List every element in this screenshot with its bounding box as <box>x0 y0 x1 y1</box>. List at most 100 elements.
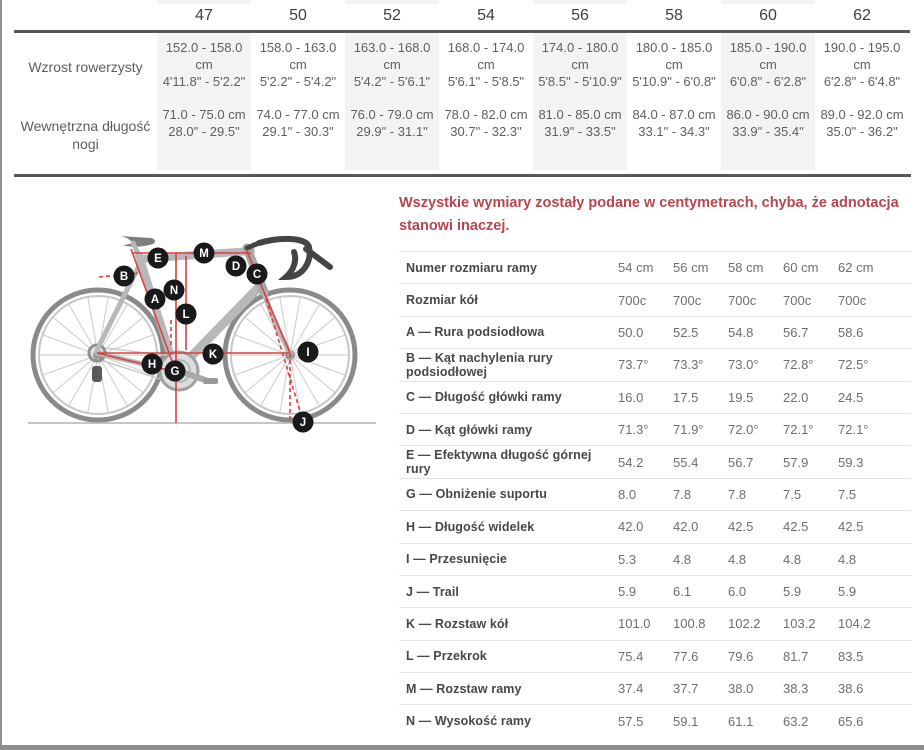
fork-line <box>263 291 291 354</box>
geometry-row-value: 57.5 <box>618 713 644 729</box>
fit-cell-line: 5'6.1" - 5'8.5" <box>447 74 525 89</box>
geometry-table: Numer rozmiaru ramy 54 cm 56 cm 58 cm 60 cm 6… <box>399 251 911 737</box>
fit-cell-line: 190.0 - 195.0 <box>823 40 901 55</box>
seat-tube-line <box>130 248 177 373</box>
fit-table-row: Wewnętrzna długość nogi 71.0 - 75.0 cm 28.… <box>14 100 910 170</box>
handlebar <box>256 235 313 281</box>
geometry-row-value: 6.1 <box>673 584 692 600</box>
chainstay-line <box>96 352 177 373</box>
size-column-header: 50 <box>289 7 307 24</box>
fit-cell-line: 28.0" - 29.5" <box>168 124 240 139</box>
fit-cell-line: cm <box>289 57 307 72</box>
fit-cell-line: 29.9" - 31.1" <box>356 124 428 139</box>
diagram-label-M: M <box>193 242 215 264</box>
geometry-row-value: 73.7° <box>618 357 649 373</box>
diagram-label-N: N <box>163 279 185 301</box>
geometry-row-label: J — Trail <box>406 584 460 599</box>
bike-geometry-diagram: A B C D E G H I J K L M N <box>0 185 392 465</box>
svg-text:G: G <box>171 366 180 378</box>
fit-cell-line: 163.0 - 168.0 <box>353 40 431 55</box>
fit-cell-line: 71.0 - 75.0 cm <box>162 107 246 122</box>
fit-cell-line: 74.0 - 77.0 cm <box>256 107 340 122</box>
geometry-row-value: 101.0 <box>618 616 651 632</box>
rider-fit-table: 47 50 52 54 56 58 60 62 Wzrost rowerzysty 152.0 … <box>14 0 910 170</box>
fit-cell-line: cm <box>477 57 495 72</box>
fit-cell-line: 5'4.2" - 5'6.1" <box>353 74 431 89</box>
geometry-row-label: C — Długość główki ramy <box>406 390 562 405</box>
geometry-row-value: 7.8 <box>728 486 747 502</box>
page-left-border <box>0 0 2 750</box>
geometry-row-value: 5.3 <box>618 551 637 567</box>
fit-cell-line: 81.0 - 85.0 cm <box>538 107 622 122</box>
geometry-row: C — Długość główki ramy 16.0 17.5 19.5 22.0 2… <box>399 380 911 413</box>
geometry-row-value: 54.2 <box>618 454 644 470</box>
saddle <box>120 236 156 247</box>
geometry-row-label: M — Rozstaw ramy <box>406 681 522 696</box>
svg-text:L: L <box>182 309 189 321</box>
rear-spokes <box>40 297 156 413</box>
geometry-row: D — Kąt główki ramy 71.3° 71.9° 72.0° 72.1° 7… <box>399 412 911 445</box>
geometry-row-value: 73.3° <box>673 357 704 373</box>
geometry-row-value: 72.0° <box>728 422 759 438</box>
diagram-label-D: D <box>225 255 247 277</box>
fit-cell-line: 152.0 - 158.0 <box>165 40 243 55</box>
geometry-row-value: 4.8 <box>783 551 802 567</box>
geometry-row-value: 38.0 <box>728 681 754 697</box>
geometry-row: G — Obniżenie suportu 8.0 7.8 7.8 7.5 7.5 <box>399 477 911 510</box>
front-spokes <box>232 297 348 413</box>
fit-row-label: Wewnętrzna długość nogi <box>14 100 157 170</box>
geometry-row-value: 5.9 <box>783 584 802 600</box>
geometry-row-value: 58 cm <box>728 260 764 276</box>
geometry-row-value: 60 cm <box>783 260 819 276</box>
svg-text:D: D <box>232 261 240 273</box>
geometry-row-value: 79.6 <box>728 648 754 664</box>
geometry-row-value: 62 cm <box>838 260 874 276</box>
geometry-row-value: 7.8 <box>673 486 692 502</box>
fit-row-label: Wzrost rowerzysty <box>14 33 157 100</box>
geometry-row-value: 6.0 <box>728 584 747 600</box>
fit-cell: 81.0 - 85.0 cm 31.9" - 33.5" <box>533 100 627 170</box>
fit-cell: 71.0 - 75.0 cm 28.0" - 29.5" <box>157 100 251 170</box>
size-column-header: 52 <box>345 0 439 30</box>
bike-diagram-svg: A B C D E G H I J K L M N <box>28 235 376 433</box>
geometry-row-value: 4.8 <box>673 551 692 567</box>
fit-cell-line: cm <box>665 57 683 72</box>
diagram-label-K: K <box>202 343 224 365</box>
geometry-row-value: 4.8 <box>728 551 747 567</box>
geometry-row-value: 71.9° <box>673 422 704 438</box>
diagram-labels: A B C D E G H I J K L M N <box>113 242 319 433</box>
fit-cell-line: 5'8.5" - 5'10.9" <box>538 74 622 89</box>
geometry-row-label: B — Kąt nachylenia rury podsiodłowej <box>406 350 553 379</box>
section-divider <box>14 174 911 177</box>
geometry-row-value: 57.9 <box>783 454 809 470</box>
geometry-row-value: 59.3 <box>838 454 864 470</box>
fit-cell-line: cm <box>383 57 401 72</box>
geometry-row-value: 16.0 <box>618 389 644 405</box>
geometry-row-value: 56.7 <box>728 454 754 470</box>
brake-lever <box>303 246 333 270</box>
geometry-row-value: 7.5 <box>838 486 857 502</box>
geometry-lines <box>96 248 304 423</box>
fit-row-label-text: Wzrost rowerzysty <box>28 58 143 75</box>
fit-cell-line: 33.1" - 34.3" <box>638 124 710 139</box>
fit-cell-line: 89.0 - 92.0 cm <box>820 107 904 122</box>
fit-cell-line: 29.1" - 30.3" <box>262 124 334 139</box>
geometry-row-value: 4.8 <box>838 551 857 567</box>
fit-cell: 86.0 - 90.0 cm 33.9" - 35.4" <box>721 100 815 170</box>
fit-cell-line: 84.0 - 87.0 cm <box>632 107 716 122</box>
geometry-row: Numer rozmiaru ramy 54 cm 56 cm 58 cm 60 cm 6… <box>399 251 911 283</box>
fit-header-spacer <box>14 0 157 30</box>
size-column-header: 56 <box>533 0 627 30</box>
diagram-label-I: I <box>297 341 319 363</box>
geometry-row-value: 700c <box>618 292 647 308</box>
geometry-row-label: E — Efektywna długość górnej rury <box>406 448 592 477</box>
geometry-row: H — Długość widelek 42.0 42.0 42.5 42.5 42.5 <box>399 510 911 542</box>
geometry-row-value: 22.0 <box>783 389 809 405</box>
geometry-row: M — Rozstaw ramy 37.4 37.7 38.0 38.3 38.6 <box>399 672 911 704</box>
diagram-label-E: E <box>147 247 169 269</box>
geometry-row: A — Rura podsiodłowa 50.0 52.5 54.8 56.7 58.6 <box>399 315 911 348</box>
rider-fit-table-header: 47 50 52 54 56 58 60 62 <box>14 0 910 33</box>
geometry-row-value: 72.1° <box>783 422 814 438</box>
fit-cell: 152.0 - 158.0 cm 4'11.8" - 5'2.2" <box>157 33 251 100</box>
geometry-row-value: 102.2 <box>728 616 761 632</box>
